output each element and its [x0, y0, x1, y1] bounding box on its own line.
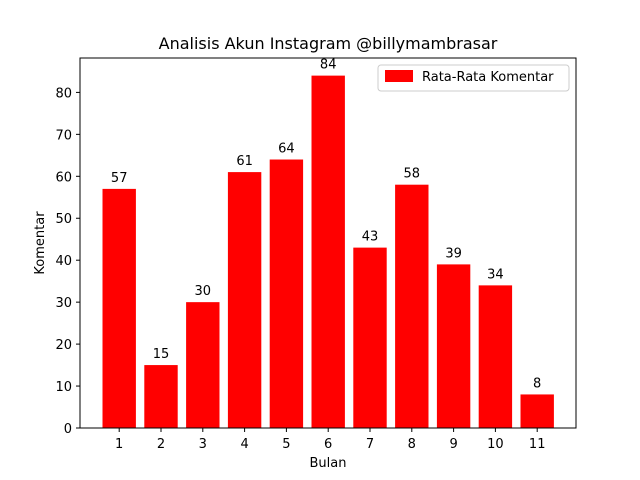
bar — [436, 264, 471, 428]
legend-swatch — [385, 70, 413, 82]
x-tick-label: 10 — [487, 437, 504, 452]
bar-data-label: 61 — [236, 154, 253, 169]
bar — [520, 394, 554, 428]
bar-data-label: 15 — [153, 347, 170, 362]
y-tick-label: 50 — [55, 212, 72, 227]
legend: Rata-Rata Komentar — [377, 64, 570, 92]
y-tick-label: 0 — [64, 422, 72, 437]
x-axis-label: Bulan — [310, 456, 347, 471]
x-tick-label: 1 — [115, 437, 123, 452]
bar-data-label: 30 — [195, 284, 212, 299]
y-tick-label: 20 — [55, 338, 72, 353]
plot-area: 0 10 20 30 40 50 60 70 80 1 57 2 15 3 30 4 61 5 64 6 84 7 43 8 5… — [55, 58, 554, 452]
y-axis-label: Komentar — [33, 211, 48, 275]
bar-data-label: 57 — [111, 171, 128, 186]
bar — [144, 365, 178, 428]
bar-data-label: 39 — [445, 246, 462, 261]
x-tick-label: 9 — [449, 437, 457, 452]
x-tick-label: 7 — [366, 437, 374, 452]
bar — [102, 188, 136, 428]
x-tick-label: 4 — [240, 437, 248, 452]
bar — [311, 75, 345, 428]
bar — [227, 172, 262, 428]
legend-frame — [377, 64, 570, 92]
y-tick-label: 40 — [55, 254, 72, 269]
y-tick-label: 30 — [55, 296, 72, 311]
y-tick-label: 70 — [55, 128, 72, 143]
bar-data-label: 64 — [278, 142, 295, 157]
bar — [269, 159, 304, 428]
x-tick-label: 3 — [199, 437, 207, 452]
x-tick-label: 11 — [529, 437, 546, 452]
x-tick-label: 8 — [408, 437, 416, 452]
bar-data-label: 34 — [487, 267, 504, 282]
chart-title: Analisis Akun Instagram @billymambrasar — [159, 34, 498, 53]
bar-data-label: 84 — [320, 58, 337, 73]
bar-data-label: 8 — [533, 376, 541, 391]
y-tick-label: 60 — [55, 170, 72, 185]
plot-frame — [79, 57, 577, 429]
x-tick-label: 6 — [324, 437, 332, 452]
bar — [186, 302, 220, 428]
bar-data-label: 43 — [362, 230, 379, 245]
x-tick-label: 5 — [282, 437, 290, 452]
y-tick-label: 80 — [55, 86, 72, 101]
y-tick-label: 10 — [55, 380, 72, 395]
bar — [353, 247, 387, 428]
bar-data-label: 58 — [404, 167, 421, 182]
legend-label: Rata-Rata Komentar — [422, 70, 554, 85]
bar — [478, 285, 513, 428]
x-tick-label: 2 — [157, 437, 165, 452]
bar — [395, 184, 429, 428]
